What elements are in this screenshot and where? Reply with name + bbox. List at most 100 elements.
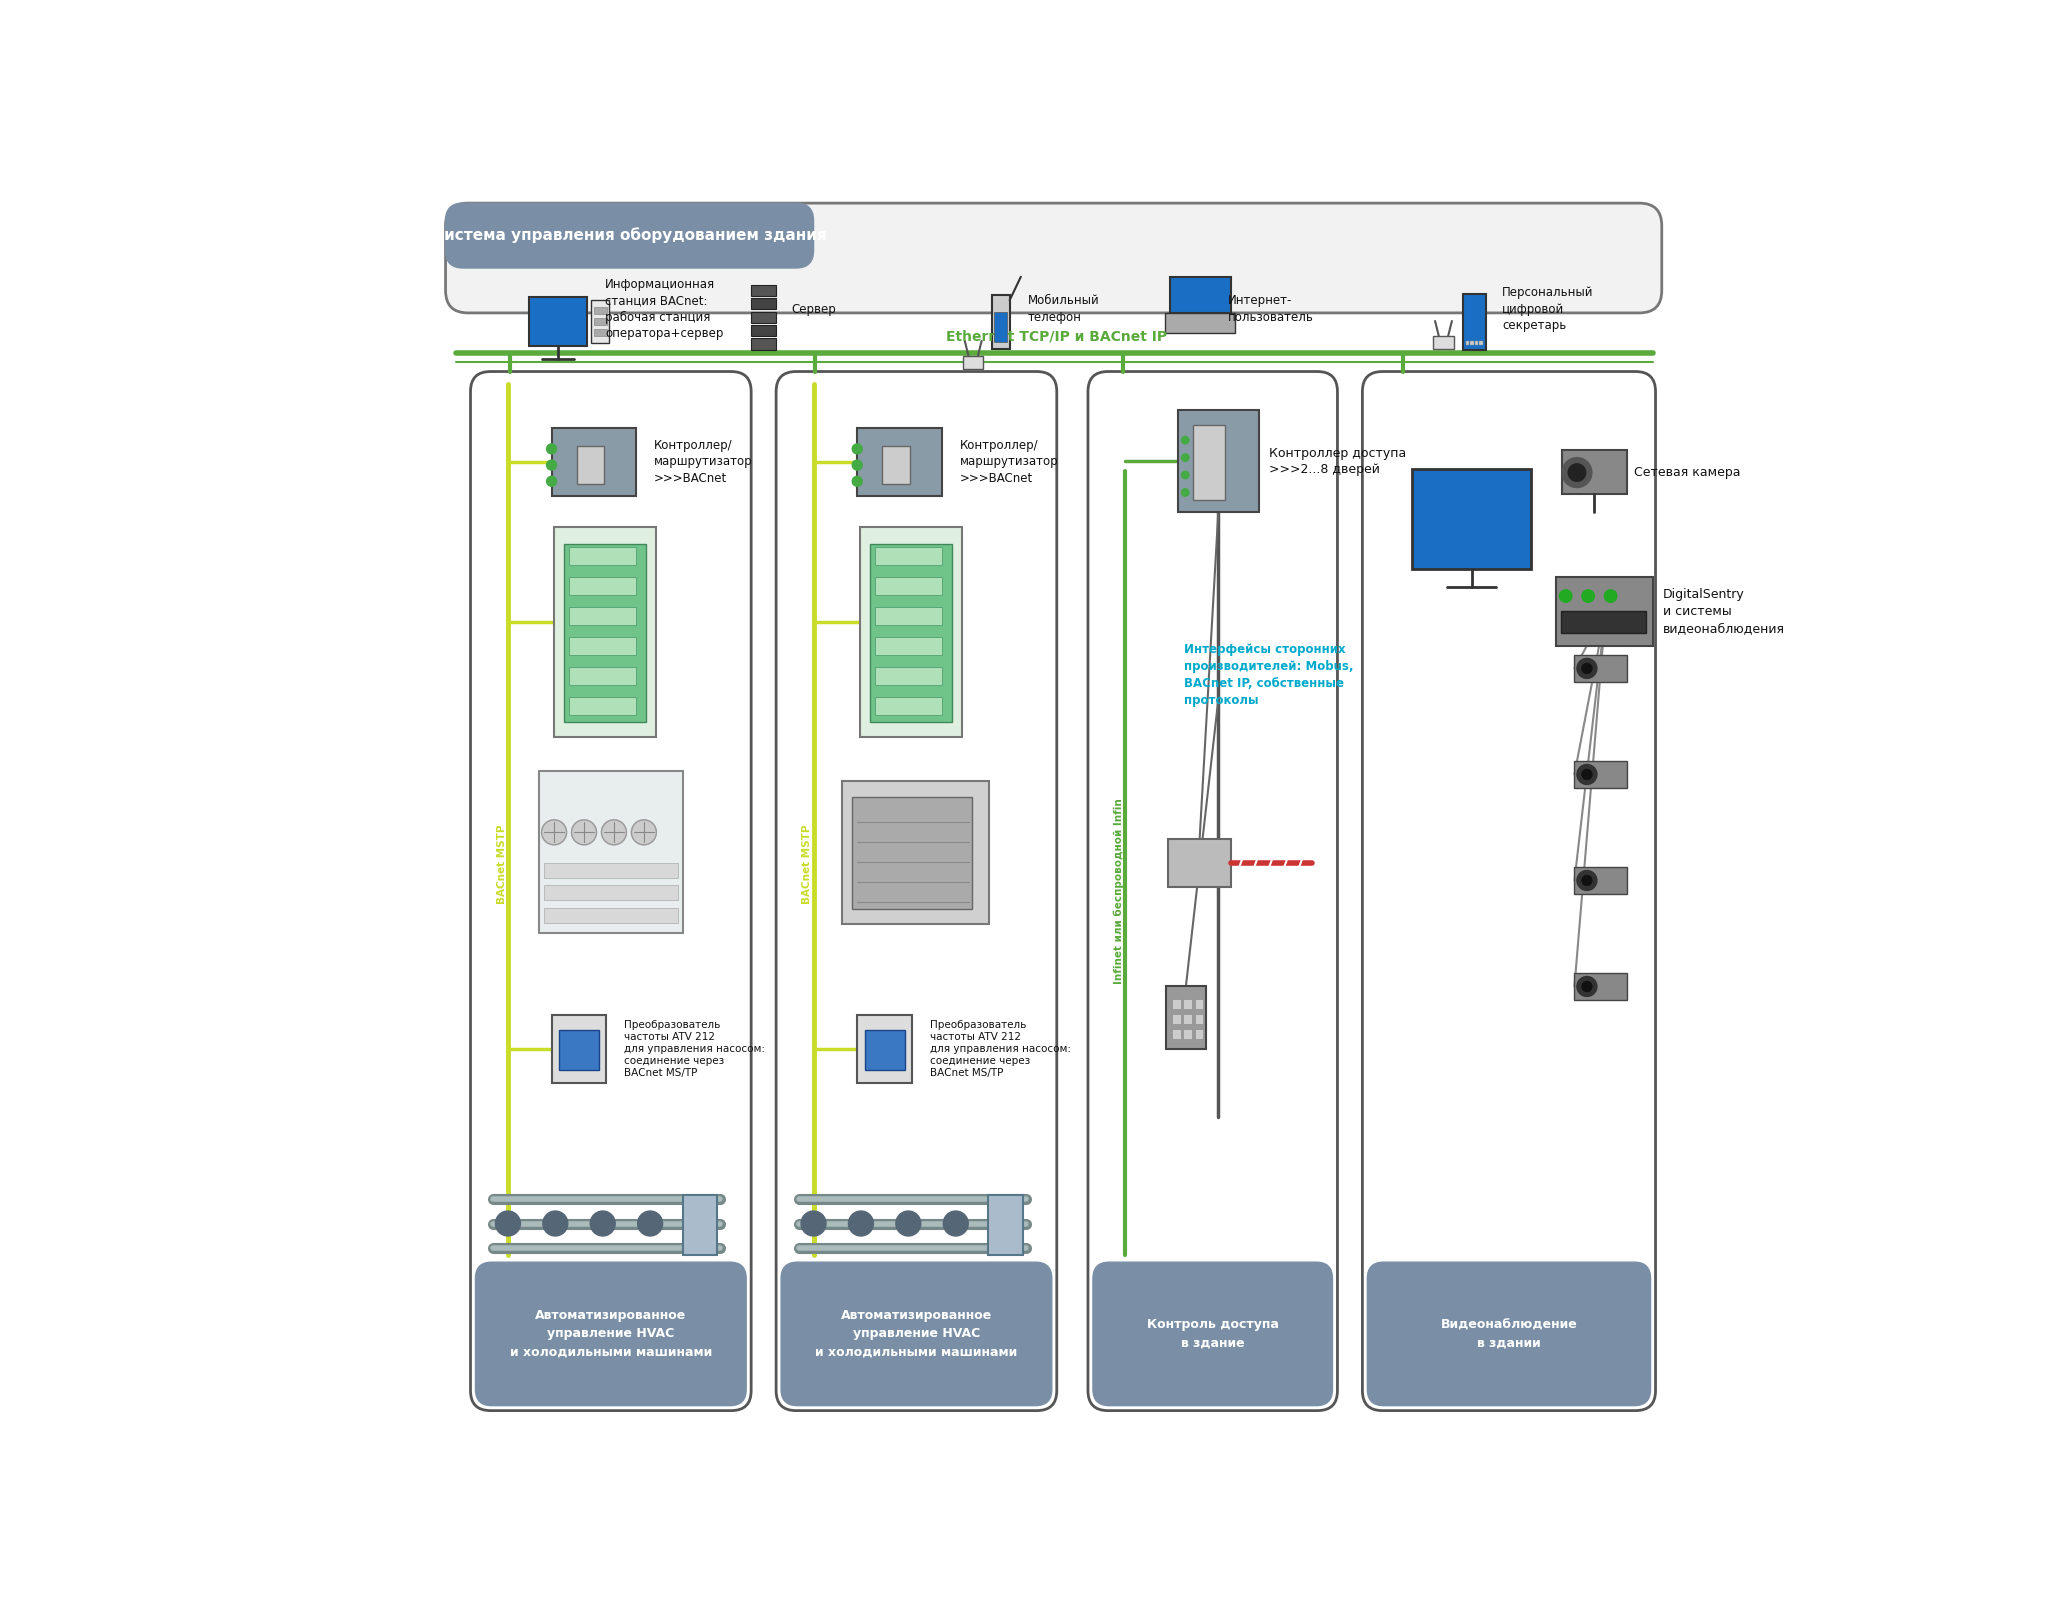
FancyBboxPatch shape [1177,410,1260,512]
Circle shape [1582,875,1592,886]
Text: BACnet MSTP: BACnet MSTP [802,825,812,904]
FancyBboxPatch shape [544,886,678,901]
FancyBboxPatch shape [1093,1262,1332,1406]
Circle shape [942,1212,969,1236]
Text: Сервер: Сервер [792,303,835,316]
Circle shape [1182,471,1190,480]
FancyBboxPatch shape [1194,1029,1204,1038]
FancyBboxPatch shape [544,863,678,878]
FancyBboxPatch shape [445,202,1662,313]
Text: Система управления оборудованием здания: Система управления оборудованием здания [433,228,827,243]
Text: Infinet или беспроводной Infin: Infinet или беспроводной Infin [1113,799,1124,983]
FancyBboxPatch shape [1169,839,1231,886]
Circle shape [495,1212,520,1236]
Text: Контроль доступа
в здание: Контроль доступа в здание [1146,1319,1278,1349]
FancyBboxPatch shape [569,637,637,654]
Circle shape [546,476,557,486]
Text: Контроллер/
маршрутизатор
>>>BACnet: Контроллер/ маршрутизатор >>>BACnet [654,439,753,484]
FancyBboxPatch shape [1171,1029,1182,1038]
Text: Интернет-
пользователь: Интернет- пользователь [1227,295,1313,324]
Circle shape [1577,870,1596,891]
FancyBboxPatch shape [860,528,963,737]
FancyBboxPatch shape [1171,1000,1182,1009]
FancyBboxPatch shape [1367,1262,1650,1406]
FancyBboxPatch shape [858,428,942,496]
Circle shape [602,820,627,844]
Circle shape [1182,454,1190,462]
FancyBboxPatch shape [476,1262,746,1406]
FancyBboxPatch shape [683,1196,718,1256]
Text: Мобильный
телефон: Мобильный телефон [1029,295,1099,324]
FancyBboxPatch shape [528,298,588,345]
FancyBboxPatch shape [565,544,645,723]
Text: Контроллер доступа
>>>2...8 дверей: Контроллер доступа >>>2...8 дверей [1268,447,1406,476]
FancyBboxPatch shape [1575,867,1627,894]
FancyBboxPatch shape [1563,450,1627,494]
FancyBboxPatch shape [874,608,942,625]
Text: Видеонаблюдение
в здании: Видеонаблюдение в здании [1441,1319,1577,1349]
FancyBboxPatch shape [874,548,942,565]
FancyBboxPatch shape [1165,313,1235,332]
FancyBboxPatch shape [858,1016,911,1082]
Circle shape [542,1212,567,1236]
FancyBboxPatch shape [963,356,984,369]
FancyBboxPatch shape [594,308,606,314]
FancyBboxPatch shape [538,771,683,933]
FancyBboxPatch shape [874,577,942,595]
Circle shape [637,1212,662,1236]
FancyBboxPatch shape [994,313,1008,342]
FancyBboxPatch shape [1192,424,1225,501]
FancyBboxPatch shape [751,339,775,350]
FancyBboxPatch shape [1575,761,1627,789]
FancyBboxPatch shape [551,428,637,496]
FancyBboxPatch shape [992,295,1010,348]
FancyBboxPatch shape [1470,340,1474,345]
FancyBboxPatch shape [569,608,637,625]
Text: Интерфейсы сторонних
производителей: Mobus,
BACnet IP, собственные
протоколы: Интерфейсы сторонних производителей: Mob… [1184,643,1353,706]
FancyBboxPatch shape [445,202,814,267]
FancyBboxPatch shape [1171,1014,1182,1024]
Text: Автоматизированное
управление HVAC
и холодильными машинами: Автоматизированное управление HVAC и хол… [509,1309,711,1359]
Circle shape [1182,489,1190,496]
Circle shape [1563,457,1592,488]
FancyBboxPatch shape [870,544,953,723]
FancyBboxPatch shape [751,285,775,296]
FancyBboxPatch shape [864,1030,905,1071]
FancyBboxPatch shape [1478,340,1483,345]
FancyBboxPatch shape [775,371,1058,1411]
FancyBboxPatch shape [577,447,604,484]
FancyBboxPatch shape [1466,340,1468,345]
FancyBboxPatch shape [569,548,637,565]
Circle shape [1577,658,1596,679]
FancyBboxPatch shape [592,300,610,343]
Circle shape [852,460,862,470]
Circle shape [800,1212,827,1236]
Text: Преобразователь
частоты ATV 212
для управления насосом:
соединение через
BACnet : Преобразователь частоты ATV 212 для упра… [930,1021,1070,1077]
Text: Информационная
станция BACnet:
рабочая станция
оператора+сервер: Информационная станция BACnet: рабочая с… [606,279,724,340]
FancyBboxPatch shape [1184,1029,1192,1038]
Circle shape [1582,770,1592,779]
Circle shape [1577,765,1596,784]
Text: Преобразователь
частоты ATV 212
для управления насосом:
соединение через
BACnet : Преобразователь частоты ATV 212 для упра… [625,1021,765,1077]
FancyBboxPatch shape [569,577,637,595]
FancyBboxPatch shape [988,1196,1023,1256]
Circle shape [590,1212,614,1236]
FancyBboxPatch shape [1194,1014,1204,1024]
FancyBboxPatch shape [1555,577,1654,646]
FancyBboxPatch shape [569,667,637,685]
Circle shape [546,460,557,470]
FancyBboxPatch shape [1474,340,1478,345]
FancyBboxPatch shape [883,447,909,484]
FancyBboxPatch shape [1089,371,1338,1411]
FancyBboxPatch shape [569,697,637,714]
FancyBboxPatch shape [751,298,775,309]
FancyBboxPatch shape [1165,987,1206,1048]
FancyBboxPatch shape [1561,611,1645,633]
Circle shape [1559,590,1571,603]
Text: Контроллер/
маршрутизатор
>>>BACnet: Контроллер/ маршрутизатор >>>BACnet [959,439,1058,484]
FancyBboxPatch shape [1433,335,1454,348]
Text: BACnet MSTP: BACnet MSTP [497,825,507,904]
FancyBboxPatch shape [874,637,942,654]
FancyBboxPatch shape [841,781,990,923]
FancyBboxPatch shape [1575,654,1627,682]
